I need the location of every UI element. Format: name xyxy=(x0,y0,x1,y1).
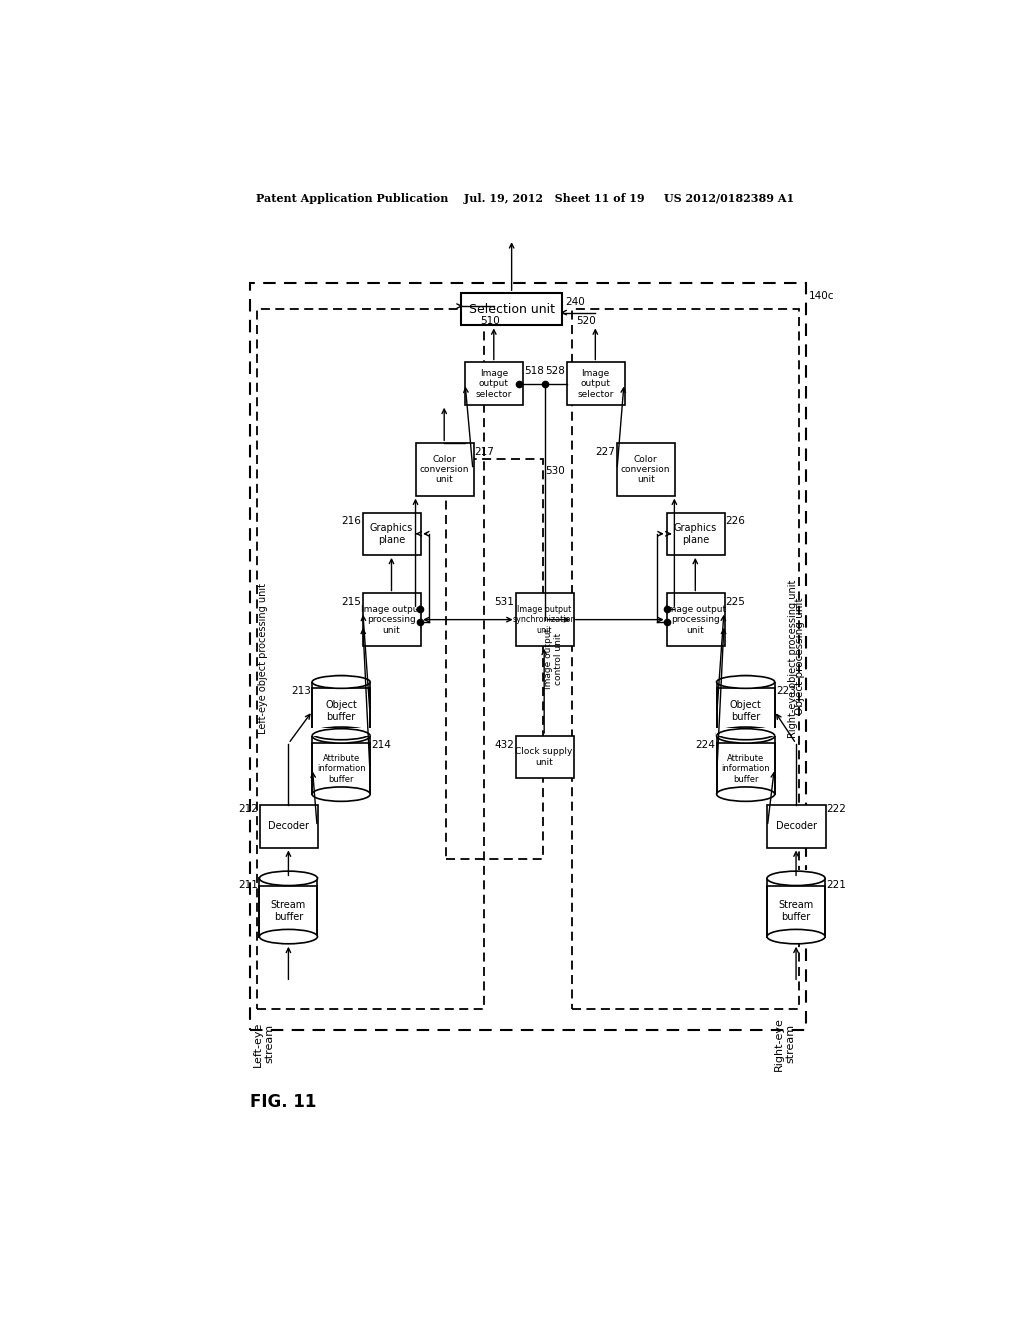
Text: 215: 215 xyxy=(341,598,361,607)
Text: Left-eye
stream: Left-eye stream xyxy=(253,1022,274,1067)
Ellipse shape xyxy=(312,729,371,743)
Bar xyxy=(716,727,775,737)
Text: FIG. 11: FIG. 11 xyxy=(251,1093,316,1110)
Ellipse shape xyxy=(717,787,775,801)
Text: 217: 217 xyxy=(474,447,495,457)
Text: Clock supply
unit: Clock supply unit xyxy=(515,747,572,767)
Text: 225: 225 xyxy=(726,598,745,607)
Text: 211: 211 xyxy=(239,880,258,890)
Bar xyxy=(311,675,371,682)
Text: Patent Application Publication    Jul. 19, 2012   Sheet 11 of 19     US 2012/018: Patent Application Publication Jul. 19, … xyxy=(256,193,794,205)
Text: Selection unit: Selection unit xyxy=(469,302,555,315)
Text: Decoder: Decoder xyxy=(775,821,816,832)
Text: 226: 226 xyxy=(726,516,745,527)
Text: Stream
buffer: Stream buffer xyxy=(270,900,306,921)
Bar xyxy=(311,727,371,737)
Text: Attribute
information
buffer: Attribute information buffer xyxy=(316,754,366,784)
Text: Object
buffer: Object buffer xyxy=(326,700,357,722)
Bar xyxy=(566,363,625,405)
Bar xyxy=(515,737,573,779)
Text: 227: 227 xyxy=(596,447,615,457)
Text: Image output
control unit: Image output control unit xyxy=(544,628,563,689)
Bar xyxy=(312,688,371,734)
Bar xyxy=(717,743,775,795)
Text: Stream
buffer: Stream buffer xyxy=(778,900,814,921)
Bar xyxy=(716,675,775,682)
Bar xyxy=(461,293,562,326)
Bar xyxy=(312,743,371,795)
Text: 520: 520 xyxy=(575,317,596,326)
Bar xyxy=(259,886,317,937)
Text: 221: 221 xyxy=(826,880,846,890)
Bar xyxy=(416,444,474,496)
Text: 518: 518 xyxy=(524,367,544,376)
Text: Image
output
selector: Image output selector xyxy=(475,368,512,399)
Text: 213: 213 xyxy=(291,686,311,696)
Bar xyxy=(572,309,799,1010)
Bar xyxy=(445,459,543,859)
Text: Graphics
plane: Graphics plane xyxy=(370,523,413,545)
Text: 223: 223 xyxy=(776,686,796,696)
Text: Image
output
selector: Image output selector xyxy=(578,368,613,399)
Ellipse shape xyxy=(312,727,371,739)
Text: Image output
processing
unit: Image output processing unit xyxy=(360,605,422,635)
Text: Color
conversion
unit: Color conversion unit xyxy=(420,454,469,484)
Text: Right-eye
stream: Right-eye stream xyxy=(773,1016,796,1071)
Ellipse shape xyxy=(767,929,825,944)
Text: 510: 510 xyxy=(480,317,500,326)
Bar xyxy=(717,688,775,734)
Ellipse shape xyxy=(259,871,317,886)
Ellipse shape xyxy=(717,727,775,739)
Bar xyxy=(260,805,317,847)
Text: Decoder: Decoder xyxy=(268,821,309,832)
Bar xyxy=(362,512,421,554)
Ellipse shape xyxy=(259,929,317,944)
Text: 212: 212 xyxy=(239,804,258,814)
Text: 432: 432 xyxy=(494,739,514,750)
Text: 140c: 140c xyxy=(809,290,834,301)
Text: Attribute
information
buffer: Attribute information buffer xyxy=(721,754,770,784)
Text: Left-eye object processing unit: Left-eye object processing unit xyxy=(258,583,268,734)
Bar xyxy=(465,363,523,405)
Ellipse shape xyxy=(312,676,371,688)
Ellipse shape xyxy=(312,787,371,801)
Bar xyxy=(617,444,675,496)
Text: Object processing unit: Object processing unit xyxy=(795,598,805,715)
Bar xyxy=(767,805,825,847)
Text: 531: 531 xyxy=(494,598,514,607)
Bar xyxy=(767,886,825,937)
Text: Graphics
plane: Graphics plane xyxy=(674,523,717,545)
Bar xyxy=(667,594,725,645)
Text: 528: 528 xyxy=(545,367,565,376)
Ellipse shape xyxy=(717,676,775,688)
Text: Image output
synchronization
unit: Image output synchronization unit xyxy=(512,605,575,635)
Bar xyxy=(766,870,826,878)
Text: Right-eye object processing unit: Right-eye object processing unit xyxy=(787,579,798,738)
Text: Color
conversion
unit: Color conversion unit xyxy=(621,454,671,484)
Ellipse shape xyxy=(767,871,825,886)
Text: 214: 214 xyxy=(372,739,391,750)
Text: 222: 222 xyxy=(826,804,846,814)
Bar xyxy=(259,870,318,878)
Bar xyxy=(362,594,421,645)
Text: 240: 240 xyxy=(565,297,585,308)
Text: 224: 224 xyxy=(695,739,716,750)
Bar xyxy=(250,284,806,1030)
Text: Object
buffer: Object buffer xyxy=(730,700,762,722)
Text: 530: 530 xyxy=(545,466,564,477)
Text: Image output
processing
unit: Image output processing unit xyxy=(665,605,726,635)
Text: 216: 216 xyxy=(341,516,361,527)
Ellipse shape xyxy=(717,729,775,743)
Bar xyxy=(257,309,483,1010)
Bar xyxy=(515,594,573,645)
Bar xyxy=(667,512,725,554)
